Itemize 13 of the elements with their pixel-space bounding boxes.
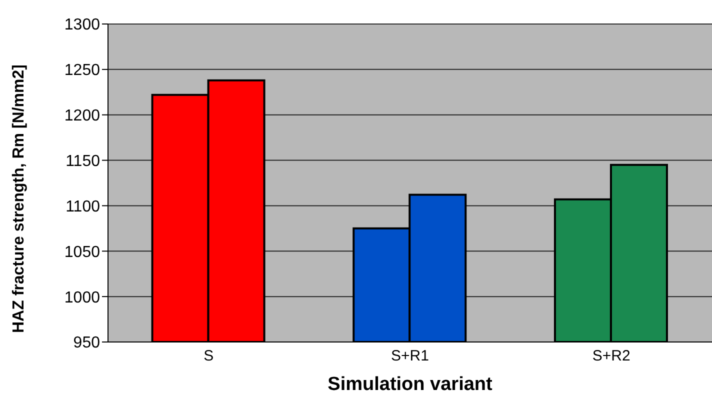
y-tick-label: 1250	[64, 62, 100, 80]
x-axis-title: Simulation variant	[328, 374, 494, 395]
y-tick-label: 950	[73, 334, 100, 352]
y-tick-label: 1300	[64, 16, 100, 34]
y-tick-label: 1150	[66, 152, 100, 170]
y-axis-title: HAZ fracture strength, Rm [N/mm2]	[10, 64, 28, 333]
y-tick-label: 1050	[64, 244, 100, 261]
x-tick-label: S	[204, 348, 214, 365]
y-tick-label: 1000	[64, 289, 100, 306]
x-tick-label: S+R2	[592, 348, 630, 365]
x-tick-label: S+R1	[391, 348, 429, 365]
y-tick-label: 1200	[64, 108, 100, 125]
y-tick-label: 1100	[66, 198, 100, 216]
